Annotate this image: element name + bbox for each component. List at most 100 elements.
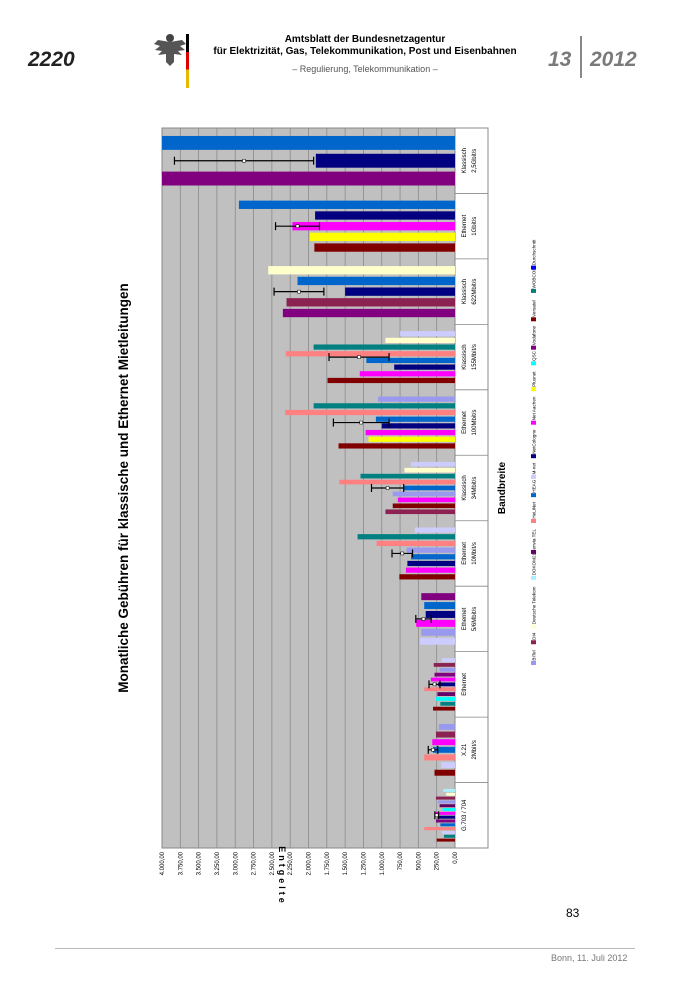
legend-swatch [531,317,536,322]
tick-label: 500,00 [416,851,422,870]
data-bar [378,396,455,402]
category-sublabel: 2,5Gbit/s [472,149,478,173]
data-bar [421,628,455,636]
data-bar [437,815,455,819]
data-bar [315,153,455,168]
data-bar [376,540,455,547]
category-label: Ethernet [462,607,468,630]
data-bar [444,834,455,838]
legend-swatch [531,288,536,293]
data-bar [411,461,455,467]
data-bar [394,364,455,370]
data-bar [424,602,455,610]
category-label: G.703 / 704 [462,799,468,831]
data-bar [397,497,455,503]
data-bar [309,232,455,242]
data-bar [285,409,455,416]
chart-title: Monatliche Gebühren für klassische und E… [116,283,131,693]
legend-label: BITel [532,650,537,660]
data-bar [446,792,455,796]
data-bar [375,416,455,422]
category-label: Klassisch [462,279,468,304]
issue-divider [580,36,582,78]
mean-marker [434,813,439,818]
masthead-section: – Regulierung, Telekommunikation – [292,64,438,74]
data-bar [434,769,455,776]
tick-label: 250,00 [435,851,441,870]
data-bar [434,672,455,677]
legend-swatch [531,420,536,425]
category-label: X.21 [462,743,468,756]
data-bar [313,403,455,409]
mean-marker [385,486,390,490]
federal-flag-bar [186,34,189,88]
data-bar [438,800,455,804]
category-label: Klassisch [462,475,468,500]
legend-swatch [531,549,536,554]
data-bar [405,567,455,573]
data-bar [292,222,455,231]
data-bar [268,266,455,275]
mean-marker [357,355,361,359]
legend-swatch [531,265,536,270]
legend-label: QSC [532,350,537,361]
data-bar [315,211,455,220]
data-bar [285,351,455,357]
data-bar [297,276,455,286]
legend-swatch [531,624,536,629]
data-bar [286,298,455,307]
category-label: Ethernet [462,215,468,238]
mean-marker [421,617,426,621]
tick-label: 1.500,00 [343,851,349,875]
category-sublabel: 10Mbit/s [472,542,478,565]
data-bar [433,706,455,711]
data-bar [441,762,455,769]
legend-swatch [531,493,536,498]
data-bar [339,479,455,485]
legend-swatch [531,454,536,459]
tick-label: 1.750,00 [325,851,331,875]
data-bar [435,731,455,738]
data-bar [435,819,455,823]
mean-marker [400,551,405,556]
mean-marker [432,682,437,687]
tick-label: 3.500,00 [197,851,203,875]
data-bar [430,677,455,682]
tick-label: 2.500,00 [270,851,276,875]
legend-swatch [531,361,536,366]
footer-date: Bonn, 11. Juli 2012 [551,953,628,963]
issue-year: 2012 [590,48,637,71]
data-bar [385,337,455,343]
data-bar [434,811,455,815]
category-axis-label: Bandbreite [497,461,508,514]
data-bar [440,701,455,706]
data-bar [162,135,455,150]
mean-marker [431,748,435,752]
tick-label: 750,00 [398,851,404,870]
data-bar [425,610,455,618]
data-bar [424,827,455,831]
legend-swatch [531,640,536,645]
data-bar [416,619,455,627]
data-bar [439,804,455,808]
category-sublabel: 34Mbit/s [472,477,478,500]
category-sublabel: 100Mbit/s [472,410,478,436]
footer-divider [55,948,635,949]
legend-label: Net Aachen [532,396,537,420]
category-label: Ethernet [462,673,468,696]
tick-label: 2.250,00 [288,851,294,875]
tick-label: 1.000,00 [380,851,386,875]
category-label: Klassisch [462,148,468,173]
legend-label: DOKOM21 [532,552,537,575]
legend-swatch [531,387,536,392]
mean-marker [295,224,300,228]
data-bar [442,808,455,812]
data-bar [435,697,455,701]
data-bar [403,485,455,491]
legend-swatch [531,474,536,479]
data-bar [392,503,455,509]
legend-label: Plusnet [532,371,537,387]
legend-swatch [531,575,536,580]
